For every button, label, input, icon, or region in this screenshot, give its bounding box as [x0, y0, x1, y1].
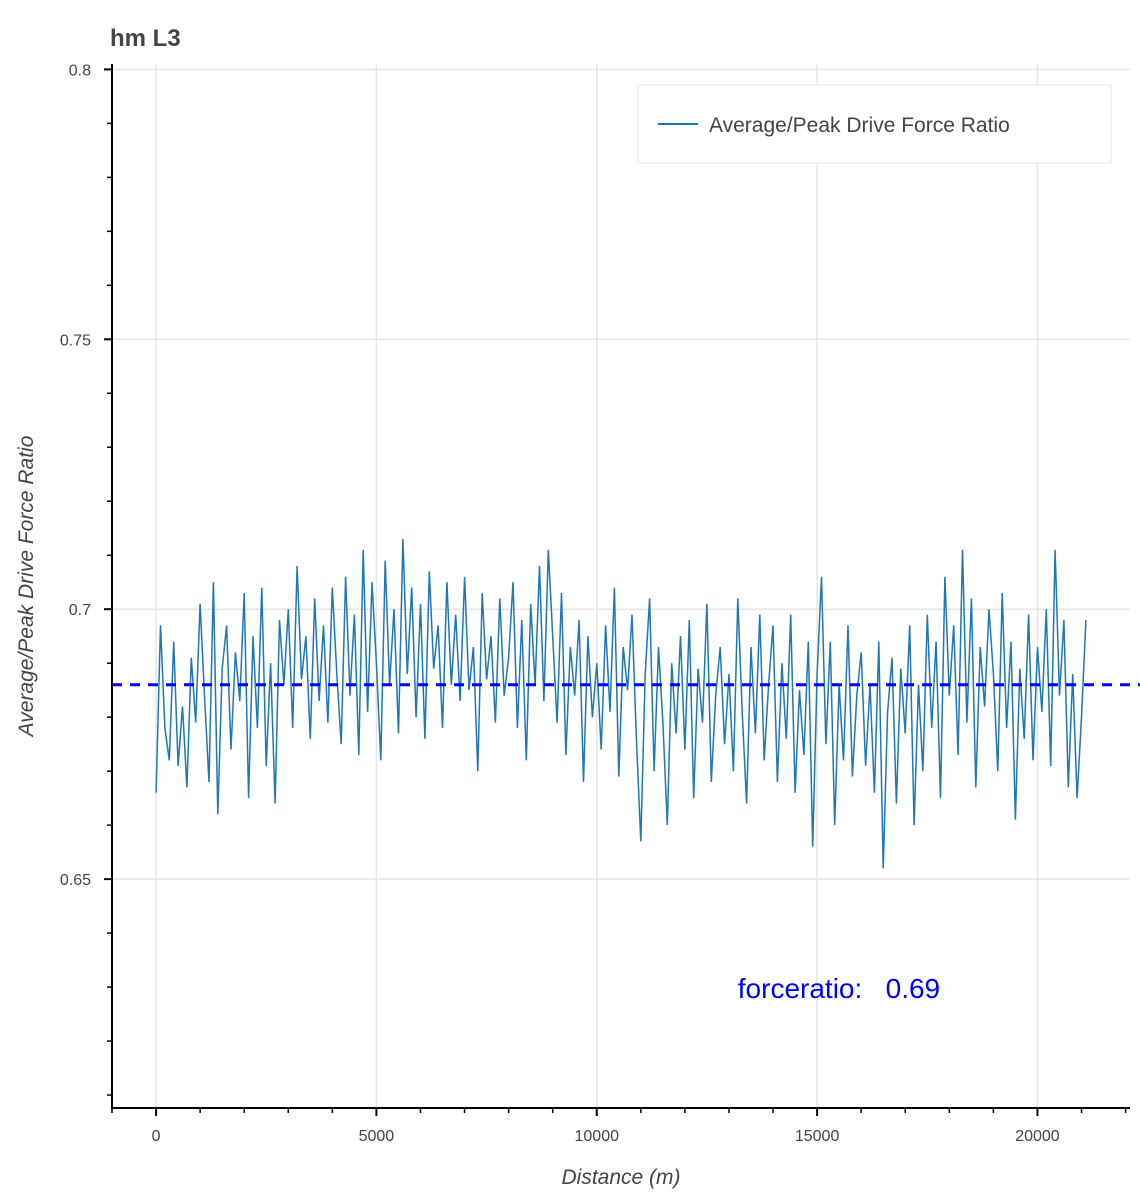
x-tick-label: 5000 — [359, 1128, 395, 1145]
x-tick-label: 10000 — [575, 1128, 620, 1145]
x-tick-label: 15000 — [795, 1128, 840, 1145]
chart-title: hm L3 — [110, 25, 181, 52]
legend: Average/Peak Drive Force Ratio — [637, 84, 1112, 164]
grid — [112, 64, 1130, 1108]
y-tick-label: 0.8 — [69, 62, 91, 79]
x-tick-label: 0 — [152, 1128, 161, 1145]
y-tick-label: 0.75 — [60, 332, 91, 349]
y-axis-label: Average/Peak Drive Force Ratio — [15, 435, 38, 738]
y-tick-label: 0.7 — [69, 602, 91, 619]
legend-label: Average/Peak Drive Force Ratio — [709, 114, 1010, 137]
axes: 0 5000 10000 15000 20000 0.65 0.7 0.75 0.8 — [60, 62, 1130, 1145]
legend-box — [637, 84, 1112, 164]
mean-annotation: forceratio: 0.69 — [738, 973, 940, 1004]
x-axis-label: Distance (m) — [561, 1166, 680, 1189]
x-tick-label: 20000 — [1015, 1128, 1060, 1145]
series-line — [155, 538, 1087, 869]
y-tick-label: 0.65 — [60, 872, 91, 889]
series-layer — [112, 538, 1140, 869]
